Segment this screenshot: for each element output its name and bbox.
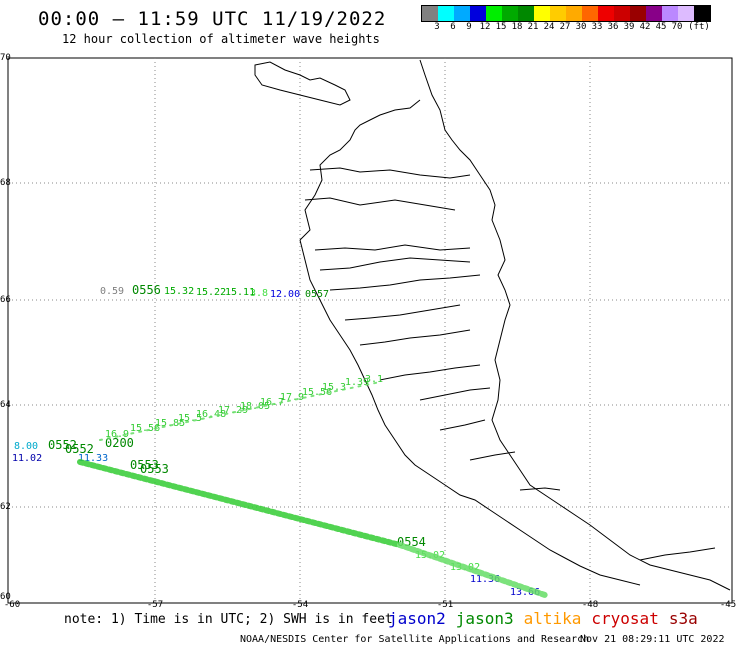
track2-label: 15.85	[155, 418, 185, 429]
graticule	[8, 58, 732, 603]
altimeter-track-3: 8.00 0552 0552 0200 11.02 11.33	[12, 436, 134, 464]
satellite-s3a: s3a	[668, 609, 698, 628]
legend-swatch	[646, 6, 662, 21]
legend-label: 70	[671, 22, 683, 32]
footer-note: note: 1) Time is in UTC; 2) SWH is in fe…	[64, 612, 393, 627]
track2-label: 16.7	[260, 397, 284, 408]
legend-swatch	[518, 6, 534, 21]
map-title: 00:00 – 11:59 UTC 11/19/2022	[38, 8, 387, 30]
lon-label: -45	[719, 600, 737, 610]
legend-swatch	[566, 6, 582, 21]
lat-label: 66	[0, 295, 11, 305]
track2-label: 3.1	[365, 374, 383, 385]
legend-swatch	[694, 6, 710, 21]
lon-label: -54	[291, 600, 309, 610]
track-dense-marks	[77, 381, 548, 598]
legend-label: 30	[575, 22, 587, 32]
legend-label: 42	[639, 22, 651, 32]
legend-swatch	[454, 6, 470, 21]
legend-label: 9	[466, 22, 472, 32]
map-subtitle: 12 hour collection of altimeter wave hei…	[62, 32, 380, 46]
track2-label: 15.56	[130, 423, 160, 434]
legend-label: 6	[450, 22, 456, 32]
track1-label: 15.22	[196, 287, 226, 298]
credit: NOAA/NESDIS Center for Satellite Applica…	[240, 634, 590, 645]
legend-swatch	[582, 6, 598, 21]
lat-label: 60	[0, 592, 11, 602]
track4-label: 11.36	[470, 574, 500, 585]
legend-swatch	[550, 6, 566, 21]
track3-label: 0200	[105, 436, 134, 450]
track2-label: 16.9	[105, 429, 129, 440]
track1-label: 0.59	[100, 286, 124, 297]
track2-label: 15.3	[322, 382, 346, 393]
track1-label: 12.00	[270, 289, 300, 300]
legend-swatch	[662, 6, 678, 21]
track2-label: 15.5	[178, 413, 202, 424]
track1-label: 15.32	[164, 286, 194, 297]
generated-time: Nov 21 08:29:11 UTC 2022	[580, 634, 725, 645]
lon-label: -48	[581, 600, 599, 610]
legend-swatch	[486, 6, 502, 21]
legend-label: 27	[559, 22, 571, 32]
legend-label: (ft)	[688, 22, 710, 32]
track1-label: 15.11	[225, 287, 255, 298]
legend-swatch	[470, 6, 486, 21]
legend-swatch	[678, 6, 694, 21]
legend-label: 24	[543, 22, 555, 32]
altimeter-track-1: 0.59 0556 15.32 15.22 15.11 3.8 12.00 05…	[100, 283, 329, 300]
legend-swatch	[598, 6, 614, 21]
legend-label: 18	[511, 22, 523, 32]
lon-label: -60	[3, 600, 21, 610]
satellite-cryosat: cryosat	[591, 609, 659, 628]
track3-label: 0552	[65, 442, 94, 456]
legend-label: 12	[479, 22, 491, 32]
legend-swatch	[630, 6, 646, 21]
track1-label: 0557	[305, 289, 329, 300]
legend-label: 39	[623, 22, 635, 32]
track3-label: 8.00	[14, 441, 38, 452]
satellite-altika: altika	[523, 609, 582, 628]
track3-label: 11.02	[12, 453, 42, 464]
lon-label: -57	[146, 600, 164, 610]
track2-label: 17.9	[280, 392, 304, 403]
lat-label: 68	[0, 178, 11, 188]
track2-label: 15.56	[302, 387, 332, 398]
track1-label: 0556	[132, 283, 161, 297]
legend-label: 21	[527, 22, 539, 32]
track4-label: 13.66	[510, 587, 540, 598]
track2-label: 1.39	[345, 377, 369, 388]
legend-label: 36	[607, 22, 619, 32]
satellite-legend: jason2 jason3 altika cryosat s3a	[388, 609, 708, 628]
map-frame	[7, 57, 733, 604]
track3-label: 0552	[48, 438, 77, 452]
legend-label: 15	[495, 22, 507, 32]
legend-label: 33	[591, 22, 603, 32]
satellite-jason2: jason2	[388, 609, 446, 628]
satellite-jason3: jason3	[455, 609, 514, 628]
legend-label: 3	[434, 22, 440, 32]
lon-label: -51	[436, 600, 454, 610]
track4-label: 0553	[130, 458, 159, 472]
track2-label: 16.48	[196, 409, 226, 420]
legend-swatch	[422, 6, 438, 21]
track2-label: 17.29	[218, 405, 248, 416]
lat-label: 70	[0, 53, 11, 63]
coastline	[254, 59, 731, 591]
lat-label: 62	[0, 502, 11, 512]
legend-swatch	[614, 6, 630, 21]
legend-swatch	[502, 6, 518, 21]
track3-label: 11.33	[78, 453, 108, 464]
legend-label: 45	[655, 22, 667, 32]
track1-label: 3.8	[250, 288, 268, 299]
altimeter-track-2: 16.9 15.56 15.85 15.5 16.48 17.29 18.05 …	[105, 374, 383, 440]
lat-label: 64	[0, 400, 11, 410]
color-legend	[421, 5, 711, 22]
legend-swatch	[534, 6, 550, 21]
legend-swatch	[438, 6, 454, 21]
track2-label: 18.05	[240, 401, 270, 412]
track4-label: 0553	[140, 462, 169, 476]
